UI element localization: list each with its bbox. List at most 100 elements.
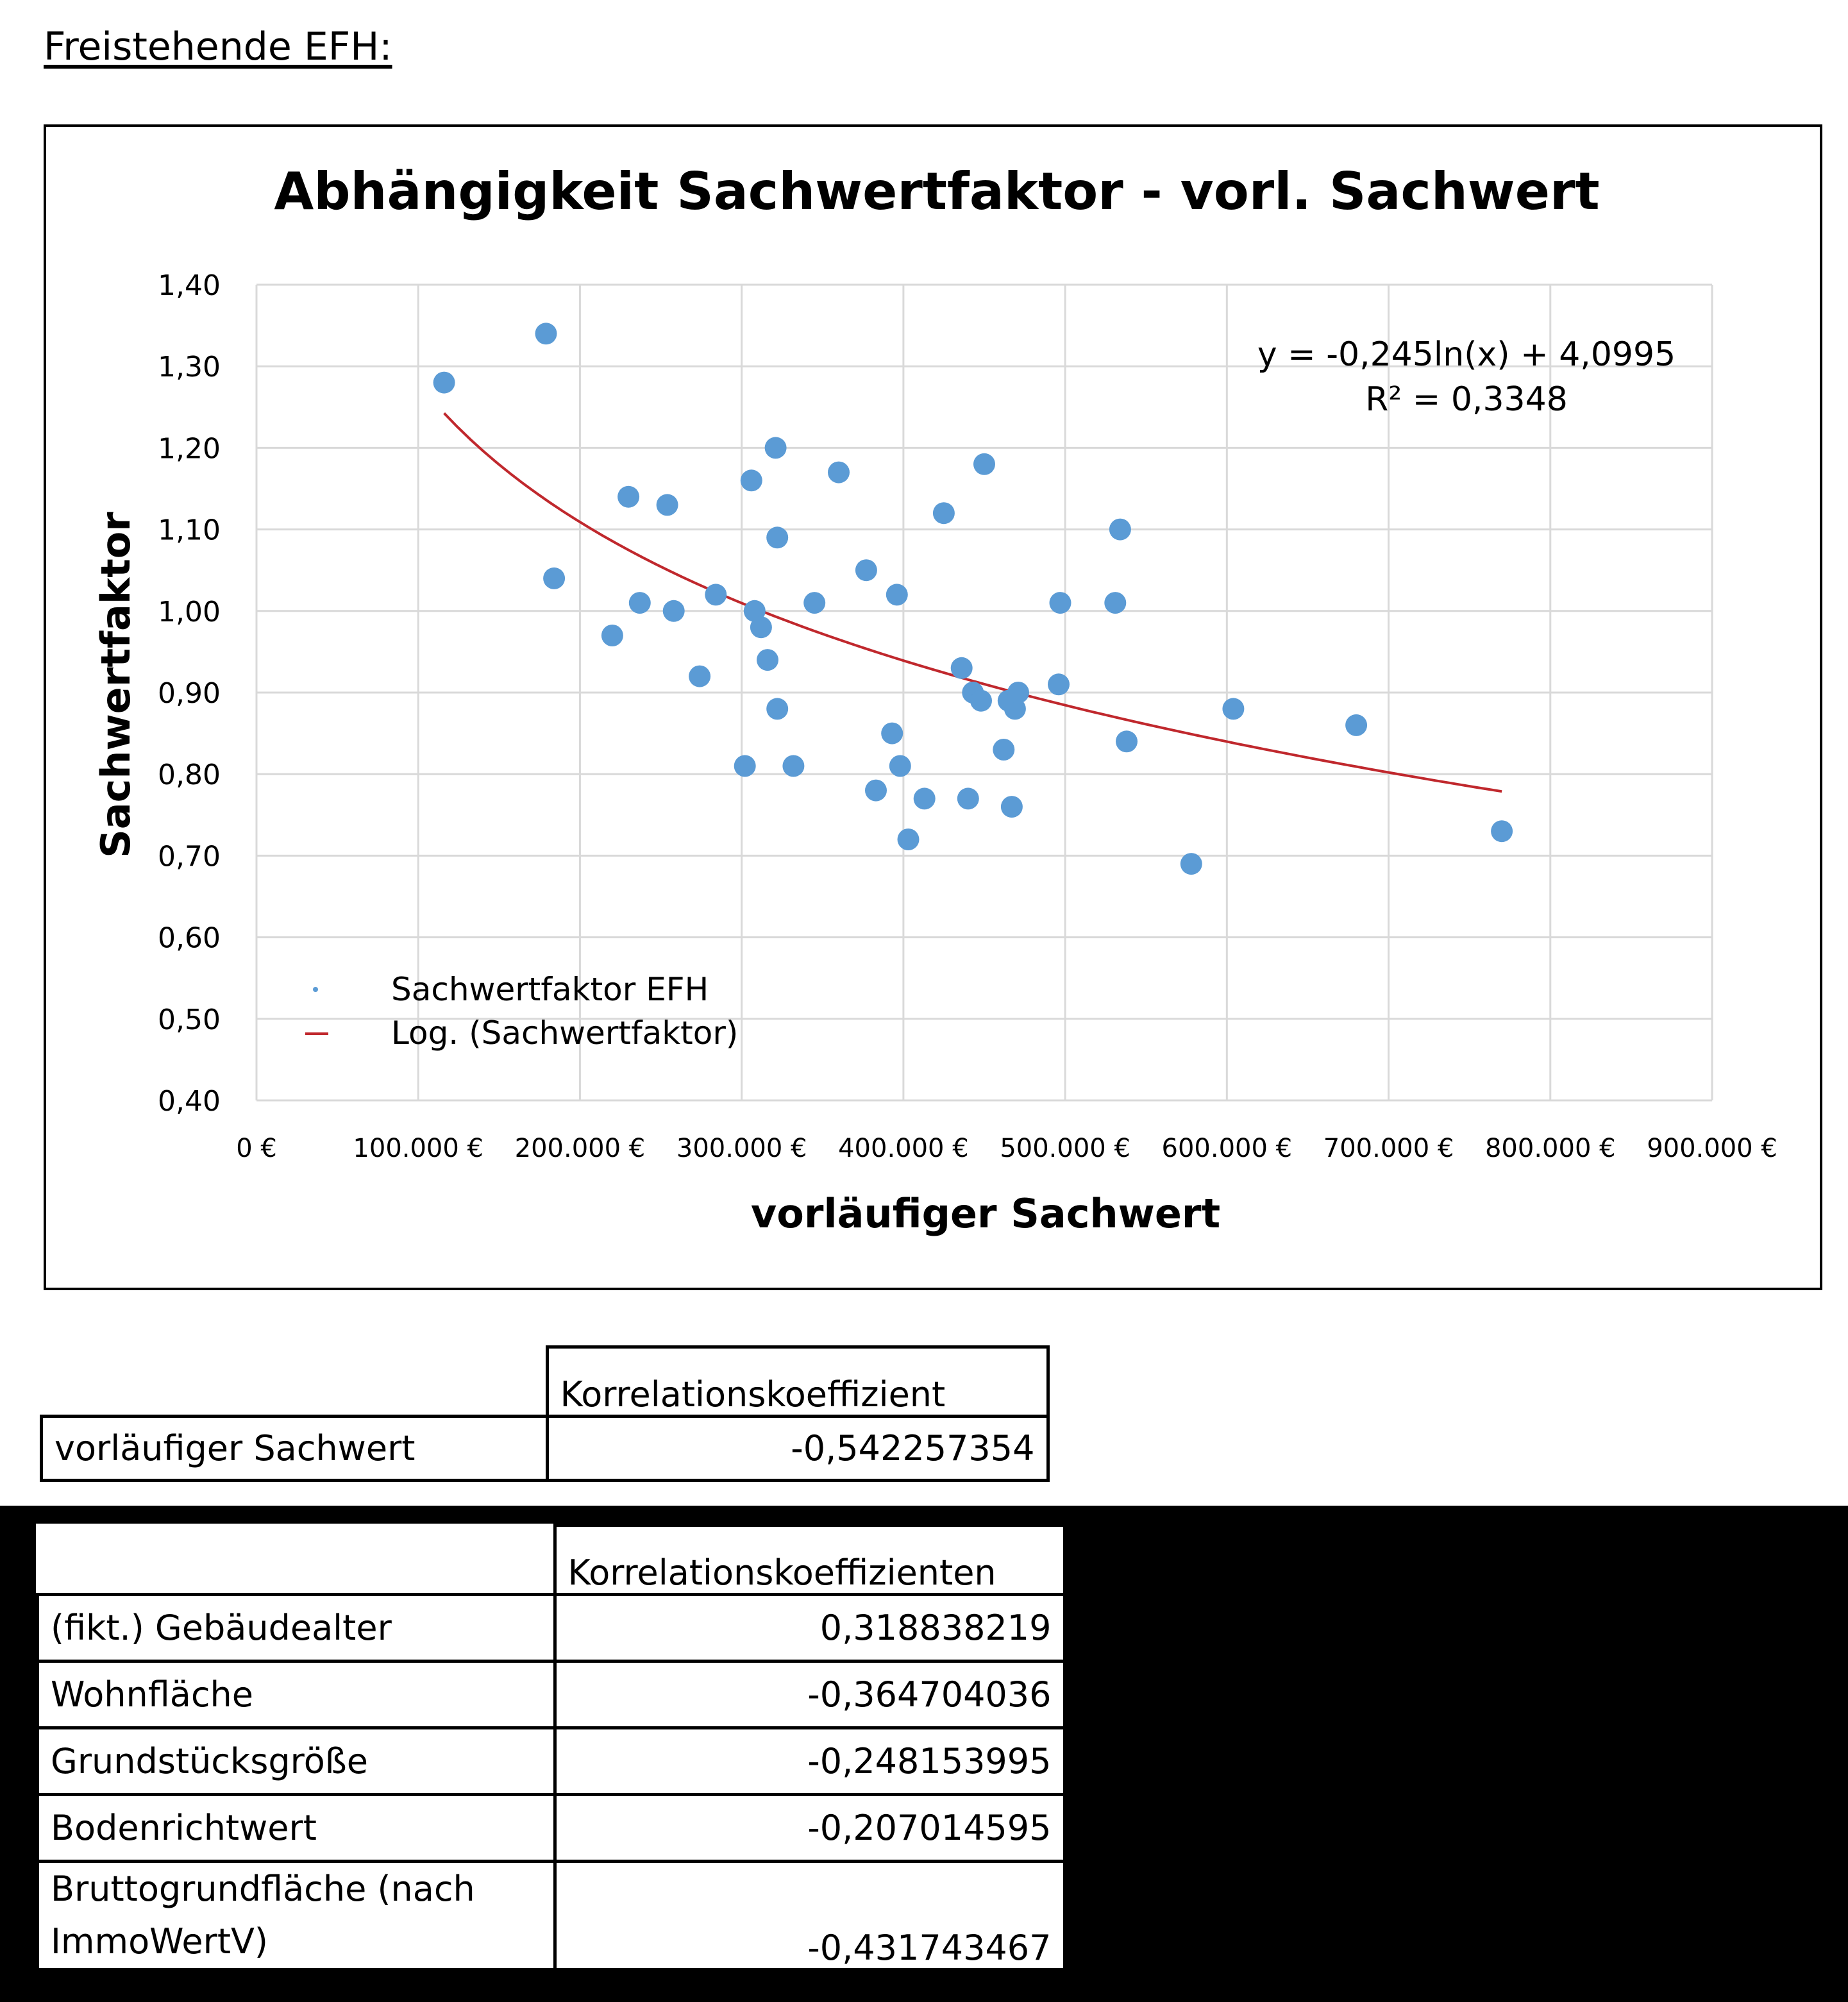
table2-row-value: -0,248153995 [553, 1726, 1066, 1796]
data-point [1109, 518, 1131, 541]
x-tick-label: 900.000 € [1647, 1134, 1777, 1163]
chart-legend: Sachwertfaktor EFH Log. (Sachwertfaktor) [305, 971, 738, 1052]
table2-row-label: (fikt.) Gebäudealter [36, 1593, 557, 1663]
data-point [1007, 682, 1029, 703]
x-tick-label: 700.000 € [1323, 1134, 1454, 1163]
table2-row-label: Bruttogrundfläche (nach ImmoWertV) [36, 1860, 557, 1971]
table-row: vorläufiger Sachwert -0,542257354 [40, 1415, 1050, 1482]
data-points [433, 323, 1513, 875]
legend-label-trendline: Log. (Sachwertfaktor) [391, 1014, 738, 1052]
data-point [757, 649, 778, 671]
table-row: Grundstücksgröße -0,248153995 [36, 1726, 1066, 1796]
y-tick-label: 0,40 [158, 1085, 221, 1118]
y-tick-label: 0,90 [158, 677, 221, 710]
data-point [913, 787, 936, 810]
trendline [443, 412, 1502, 793]
data-point [1000, 796, 1023, 818]
data-point [601, 625, 623, 646]
data-point [734, 755, 756, 777]
legend-marker-scatter [313, 987, 318, 992]
data-point [950, 657, 973, 679]
data-point [881, 722, 903, 744]
table-row: Bodenrichtwert -0,207014595 [36, 1793, 1066, 1863]
data-point [433, 371, 455, 394]
x-tick-label: 100.000 € [353, 1134, 483, 1163]
trendline-r2: R² = 0,3348 [1365, 380, 1568, 419]
data-point [750, 616, 772, 639]
chart-frame: Abhängigkeit Sachwertfaktor - vorl. Sach… [44, 124, 1822, 1290]
table2-row-value: -0,364704036 [553, 1660, 1066, 1729]
table2-row-label: Bodenrichtwert [36, 1793, 557, 1863]
data-point [932, 502, 955, 525]
table-row: Wohnfläche -0,364704036 [36, 1660, 1066, 1729]
data-point [1180, 853, 1202, 875]
data-point [1491, 820, 1513, 843]
page-heading: Freistehende EFH: [44, 24, 392, 69]
correlation-table-sachwert: Korrelationskoeffizient vorläufiger Sach… [40, 1345, 1050, 1482]
data-point [957, 787, 979, 810]
data-point [886, 584, 908, 606]
data-point [828, 461, 850, 484]
data-point [1345, 714, 1368, 736]
y-tick-label: 1,30 [158, 351, 221, 383]
data-point [1004, 698, 1026, 720]
data-point [1116, 730, 1138, 753]
data-point [764, 437, 787, 459]
data-point [889, 755, 911, 777]
correlation-table-factors: Korrelationskoeffizienten (fikt.) Gebäud… [36, 1524, 1066, 1971]
chart-axes: 0,40 0,50 0,60 0,70 0,80 0,90 1,00 1,10 1,20 1,30… [158, 269, 1777, 1163]
data-point [535, 323, 557, 345]
data-point [1049, 592, 1071, 614]
y-tick-label: 1,20 [158, 432, 221, 465]
data-point [656, 494, 678, 516]
data-point [662, 600, 685, 622]
data-point [766, 526, 789, 549]
data-point [803, 592, 826, 614]
table2-row-label: Wohnfläche [36, 1660, 557, 1729]
data-point [782, 755, 805, 777]
table2-header: Korrelationskoeffizienten [553, 1524, 1066, 1596]
scatter-chart: Abhängigkeit Sachwertfaktor - vorl. Sach… [92, 162, 1777, 1237]
table1-row-value: -0,542257354 [545, 1415, 1050, 1482]
data-point [1104, 592, 1127, 614]
data-point [617, 485, 640, 508]
y-tick-label: 1,00 [158, 596, 221, 628]
legend-label-scatter: Sachwertfaktor EFH [391, 971, 709, 1008]
data-point [766, 698, 789, 720]
data-point [689, 665, 711, 687]
trendline-equation: y = -0,245ln(x) + 4,0995 [1257, 335, 1676, 374]
data-point [628, 592, 651, 614]
table2-row-value: -0,207014595 [553, 1793, 1066, 1863]
trendline-layer [443, 412, 1502, 793]
x-tick-label: 500.000 € [1000, 1134, 1130, 1163]
data-point [1048, 673, 1070, 696]
table2-row-value: -0,431743467 [553, 1860, 1066, 1971]
table2-row-value: 0,318838219 [553, 1593, 1066, 1663]
y-tick-label: 0,50 [158, 1004, 221, 1036]
data-point [993, 739, 1015, 761]
x-axis-label: vorläufiger Sachwert [751, 1190, 1220, 1237]
data-point [855, 559, 877, 582]
x-tick-label: 0 € [236, 1134, 277, 1163]
data-point [865, 779, 887, 802]
data-point [897, 829, 920, 850]
data-point [740, 469, 762, 492]
x-tick-label: 600.000 € [1162, 1134, 1293, 1163]
data-point [973, 453, 995, 475]
x-tick-label: 800.000 € [1485, 1134, 1616, 1163]
table-row: (fikt.) Gebäudealter 0,318838219 [36, 1593, 1066, 1663]
data-point [1222, 698, 1245, 720]
y-tick-label: 1,40 [158, 269, 221, 302]
y-tick-label: 0,60 [158, 922, 221, 955]
chart-title: Abhängigkeit Sachwertfaktor - vorl. Sach… [274, 162, 1599, 221]
data-point [543, 567, 566, 589]
x-tick-label: 400.000 € [838, 1134, 969, 1163]
y-tick-label: 0,70 [158, 840, 221, 873]
x-tick-label: 300.000 € [676, 1134, 807, 1163]
y-axis-label: Sachwertfaktor [92, 512, 139, 858]
table2-row-label: Grundstücksgröße [36, 1726, 557, 1796]
x-tick-label: 200.000 € [515, 1134, 646, 1163]
table1-row-label: vorläufiger Sachwert [40, 1415, 549, 1482]
y-tick-label: 1,10 [158, 514, 221, 547]
data-point [705, 584, 727, 606]
